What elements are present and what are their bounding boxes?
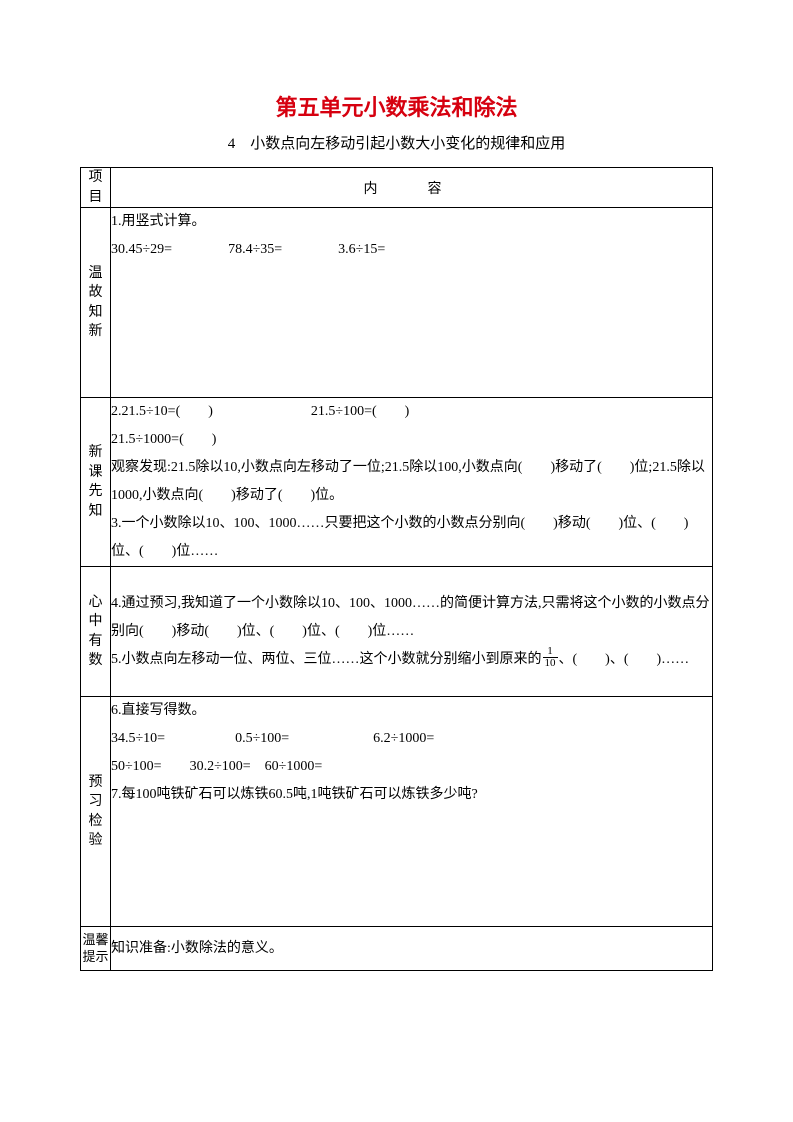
- section-row: 预习检验 6.直接写得数。34.5÷10= 0.5÷100= 6.2÷1000=5…: [81, 697, 713, 927]
- unit-title: 第五单元小数乘法和除法: [80, 90, 713, 122]
- section-row: 心中有数 4.通过预习,我知道了一个小数除以10、100、1000……的简便计算方…: [81, 567, 713, 697]
- header-right-label: 内 容: [364, 182, 460, 197]
- section-content-cell: 1.用竖式计算。30.45÷29= 78.4÷35= 3.6÷15=: [111, 208, 713, 398]
- content-line: 21.5÷1000=( ): [111, 426, 712, 454]
- header-left-cell: 项目: [81, 168, 111, 208]
- section-label: 温故知新: [89, 264, 103, 342]
- content-line: 4.通过预习,我知道了一个小数除以10、100、1000……的简便计算方法,只需…: [111, 590, 712, 646]
- content-line: 30.45÷29= 78.4÷35= 3.6÷15=: [111, 236, 712, 264]
- worksheet-table: 项目 内 容 温故知新 1.用竖式计算。30.45÷29= 78.4÷35= 3.…: [80, 167, 713, 971]
- section-row: 新课先知 2.21.5÷10=( ) 21.5÷100=( )21.5÷1000=…: [81, 398, 713, 567]
- section-row: 温馨提示知识准备:小数除法的意义。: [81, 927, 713, 971]
- fraction: 110: [543, 646, 558, 669]
- header-left-label: 项目: [89, 168, 103, 207]
- section-label-cell: 新课先知: [81, 398, 111, 567]
- section-content-cell: 6.直接写得数。34.5÷10= 0.5÷100= 6.2÷1000=50÷10…: [111, 697, 713, 927]
- section-label-cell: 预习检验: [81, 697, 111, 927]
- content-line: 1.用竖式计算。: [111, 208, 712, 236]
- section-content-cell: 知识准备:小数除法的意义。: [111, 927, 713, 971]
- section-label-cell: 温故知新: [81, 208, 111, 398]
- section-label: 心中有数: [89, 593, 103, 671]
- section-label-cell: 心中有数: [81, 567, 111, 697]
- text: 、( )、( )……: [559, 652, 690, 667]
- content-line: 3.一个小数除以10、100、1000……只要把这个小数的小数点分别向( )移动…: [111, 510, 712, 566]
- content-line: 知识准备:小数除法的意义。: [111, 935, 712, 963]
- content-line: 2.21.5÷10=( ) 21.5÷100=( ): [111, 398, 712, 426]
- content-line: 7.每100吨铁矿石可以炼铁60.5吨,1吨铁矿石可以炼铁多少吨?: [111, 781, 712, 809]
- section-label: 预习检验: [89, 773, 103, 851]
- section-row: 温故知新 1.用竖式计算。30.45÷29= 78.4÷35= 3.6÷15=: [81, 208, 713, 398]
- content-line: 50÷100= 30.2÷100= 60÷1000=: [111, 753, 712, 781]
- content-line: 5.小数点向左移动一位、两位、三位……这个小数就分别缩小到原来的110、( )、…: [111, 646, 712, 674]
- header-right-cell: 内 容: [111, 168, 713, 208]
- section-label: 温馨提示: [81, 932, 110, 966]
- content-line: 观察发现:21.5除以10,小数点向左移动了一位;21.5除以100,小数点向(…: [111, 454, 712, 510]
- header-row: 项目 内 容: [81, 168, 713, 208]
- section-label-cell: 温馨提示: [81, 927, 111, 971]
- section-label: 新课先知: [89, 443, 103, 521]
- content-line: 6.直接写得数。: [111, 697, 712, 725]
- section-content-cell: 4.通过预习,我知道了一个小数除以10、100、1000……的简便计算方法,只需…: [111, 567, 713, 697]
- section-content-cell: 2.21.5÷10=( ) 21.5÷100=( )21.5÷1000=( )观…: [111, 398, 713, 567]
- fraction-den: 10: [543, 658, 558, 669]
- content-line: 34.5÷10= 0.5÷100= 6.2÷1000=: [111, 725, 712, 753]
- text: 5.小数点向左移动一位、两位、三位……这个小数就分别缩小到原来的: [111, 652, 542, 667]
- lesson-subtitle: 4 小数点向左移动引起小数大小变化的规律和应用: [80, 132, 713, 153]
